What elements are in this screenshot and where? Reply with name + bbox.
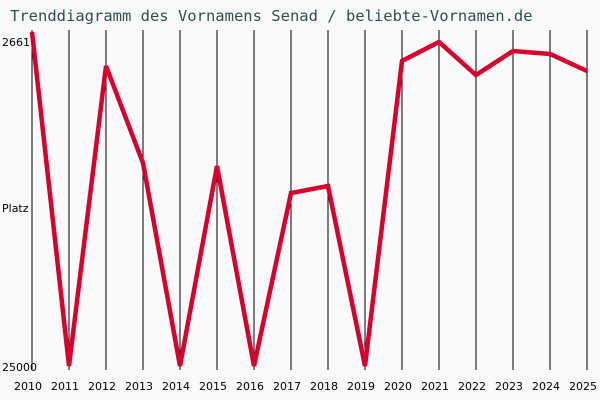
x-tick-label: 2014 bbox=[162, 380, 190, 393]
y-axis-top-label: 2661 bbox=[2, 36, 30, 49]
x-tick-label: 2019 bbox=[347, 380, 375, 393]
y-axis-title: Platz bbox=[2, 202, 29, 215]
x-tick-label: 2020 bbox=[384, 380, 412, 393]
x-tick-label: 2025 bbox=[569, 380, 597, 393]
x-tick-label: 2011 bbox=[51, 380, 79, 393]
x-tick-label: 2021 bbox=[421, 380, 449, 393]
x-tick-label: 2010 bbox=[14, 380, 42, 393]
x-tick-label: 2018 bbox=[310, 380, 338, 393]
x-tick-label: 2015 bbox=[199, 380, 227, 393]
x-tick-label: 2024 bbox=[532, 380, 560, 393]
x-tick-label: 2012 bbox=[88, 380, 116, 393]
chart-title: Trenddiagramm des Vornamens Senad / beli… bbox=[10, 7, 533, 25]
x-tick-label: 2022 bbox=[458, 380, 486, 393]
y-axis-bottom-label: 25000 bbox=[2, 361, 37, 374]
x-tick-label: 2013 bbox=[125, 380, 153, 393]
series-line-senad bbox=[29, 31, 588, 367]
x-tick-label: 2017 bbox=[273, 380, 301, 393]
x-tick-label: 2023 bbox=[495, 380, 523, 393]
x-tick-label: 2016 bbox=[236, 380, 264, 393]
